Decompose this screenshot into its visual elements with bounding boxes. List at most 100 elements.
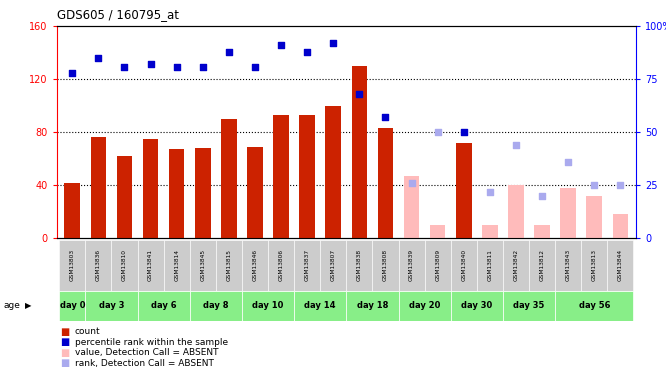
Text: GDS605 / 160795_at: GDS605 / 160795_at — [57, 8, 178, 21]
Text: day 10: day 10 — [252, 301, 284, 310]
Bar — [273, 115, 289, 238]
Bar — [456, 143, 472, 238]
Bar — [352, 66, 367, 238]
Point — [563, 159, 573, 165]
Bar — [221, 119, 236, 238]
Bar — [137, 291, 190, 321]
Bar — [398, 240, 425, 291]
Point — [380, 114, 391, 120]
Bar — [299, 115, 315, 238]
Bar — [294, 240, 320, 291]
Text: GSM13811: GSM13811 — [488, 249, 492, 281]
Bar — [503, 291, 555, 321]
Point — [171, 63, 182, 69]
Point — [302, 49, 312, 55]
Point — [67, 70, 78, 76]
Bar — [190, 240, 216, 291]
Point — [93, 55, 104, 61]
Bar — [613, 214, 628, 238]
Bar — [430, 225, 446, 238]
Text: day 14: day 14 — [304, 301, 336, 310]
Point — [432, 129, 443, 135]
Bar — [560, 188, 576, 238]
Bar — [555, 240, 581, 291]
Bar — [117, 156, 133, 238]
Bar — [242, 240, 268, 291]
Bar — [451, 240, 477, 291]
Bar — [372, 240, 398, 291]
Text: GSM13814: GSM13814 — [174, 249, 179, 281]
Bar — [529, 240, 555, 291]
Text: GSM13840: GSM13840 — [462, 249, 466, 281]
Text: count: count — [75, 327, 100, 336]
Text: day 3: day 3 — [99, 301, 124, 310]
Text: GSM13838: GSM13838 — [357, 249, 362, 281]
Point — [197, 63, 208, 69]
Bar — [326, 106, 341, 238]
Text: GSM13845: GSM13845 — [200, 249, 205, 281]
Bar — [111, 240, 137, 291]
Text: value, Detection Call = ABSENT: value, Detection Call = ABSENT — [75, 348, 218, 357]
Bar — [195, 148, 210, 238]
Text: day 56: day 56 — [579, 301, 610, 310]
Point — [615, 182, 625, 188]
Bar — [607, 240, 633, 291]
Text: GSM13806: GSM13806 — [278, 249, 284, 281]
Text: GSM13837: GSM13837 — [304, 249, 310, 281]
Text: GSM13803: GSM13803 — [70, 249, 75, 281]
Text: GSM13844: GSM13844 — [618, 249, 623, 281]
Text: GSM13846: GSM13846 — [252, 249, 258, 281]
Text: GSM13815: GSM13815 — [226, 249, 231, 281]
Point — [328, 40, 338, 46]
Bar — [555, 291, 633, 321]
Bar — [242, 291, 294, 321]
Bar — [91, 138, 106, 238]
Point — [354, 91, 365, 97]
Bar — [482, 225, 498, 238]
Bar — [378, 128, 394, 238]
Text: GSM13807: GSM13807 — [331, 249, 336, 281]
Text: GSM13836: GSM13836 — [96, 249, 101, 281]
Text: day 35: day 35 — [513, 301, 545, 310]
Text: GSM13841: GSM13841 — [148, 249, 153, 281]
Text: day 0: day 0 — [59, 301, 85, 310]
Text: day 20: day 20 — [409, 301, 440, 310]
Text: GSM13810: GSM13810 — [122, 249, 127, 281]
Bar — [59, 240, 85, 291]
Bar — [425, 240, 451, 291]
Bar — [169, 149, 184, 238]
Bar — [451, 291, 503, 321]
Bar — [190, 291, 242, 321]
Text: rank, Detection Call = ABSENT: rank, Detection Call = ABSENT — [75, 359, 214, 368]
Text: GSM13813: GSM13813 — [592, 249, 597, 281]
Text: ■: ■ — [60, 327, 69, 337]
Point — [485, 189, 496, 195]
Text: GSM13843: GSM13843 — [565, 249, 571, 281]
Text: day 8: day 8 — [203, 301, 228, 310]
Point — [511, 142, 521, 148]
Point — [276, 42, 286, 48]
Text: day 18: day 18 — [357, 301, 388, 310]
Bar — [85, 240, 111, 291]
Bar — [85, 291, 137, 321]
Text: GSM13839: GSM13839 — [409, 249, 414, 281]
Bar — [216, 240, 242, 291]
Point — [458, 129, 469, 135]
Point — [250, 63, 260, 69]
Text: GSM13808: GSM13808 — [383, 249, 388, 281]
Text: GSM13842: GSM13842 — [513, 249, 518, 281]
Bar — [137, 240, 164, 291]
Bar — [398, 291, 451, 321]
Text: ■: ■ — [60, 358, 69, 368]
Bar — [294, 291, 346, 321]
Point — [589, 182, 599, 188]
Bar — [346, 240, 372, 291]
Bar — [247, 147, 263, 238]
Bar — [404, 176, 420, 238]
Text: ■: ■ — [60, 338, 69, 347]
Text: age: age — [3, 301, 20, 310]
Bar — [508, 185, 523, 238]
Bar — [143, 139, 159, 238]
Text: ■: ■ — [60, 348, 69, 358]
Bar — [59, 291, 85, 321]
